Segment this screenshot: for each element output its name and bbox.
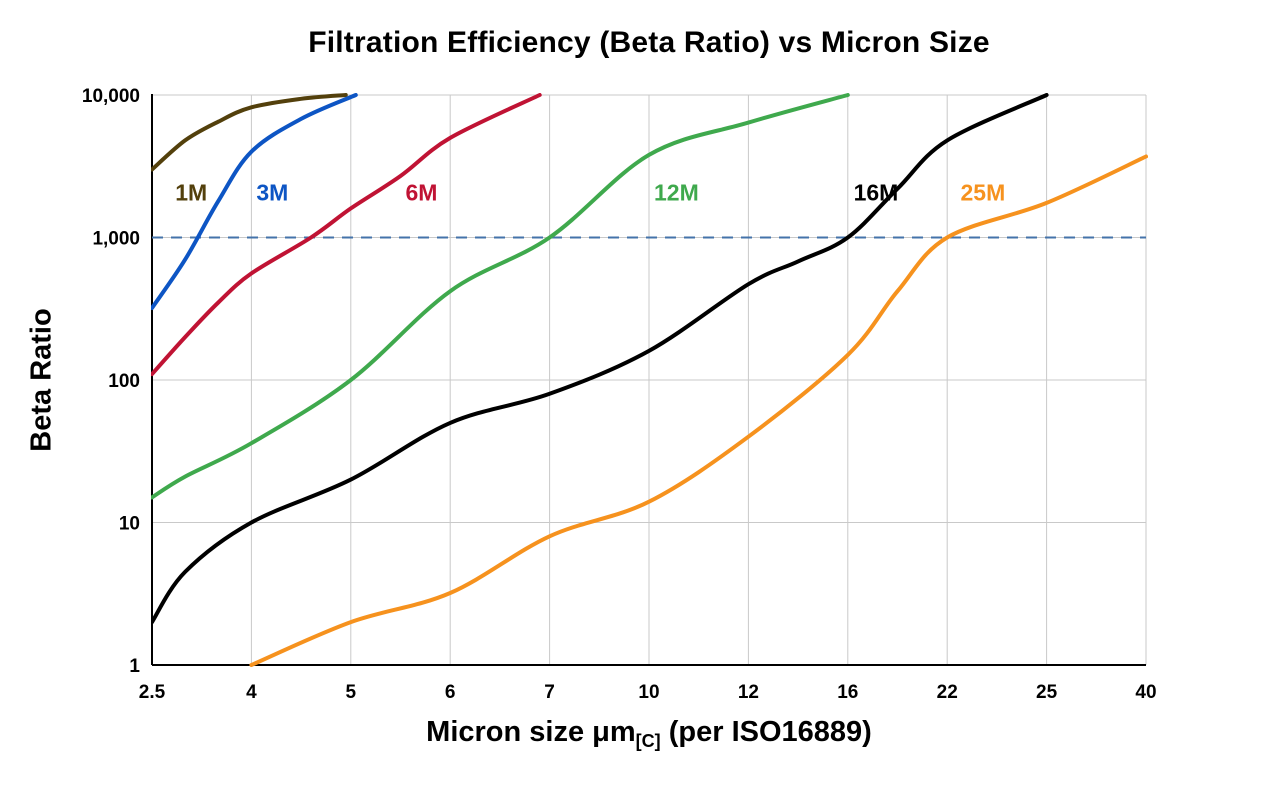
series-curve-12M [151, 93, 850, 500]
series-curve-6M [151, 93, 542, 377]
x-tick-label: 22 [937, 682, 958, 703]
x-axis-title-prefix: Micron size μm [426, 716, 636, 748]
x-tick-label: 7 [544, 682, 555, 703]
x-tick-label: 25 [1036, 682, 1058, 703]
x-axis-title-subscript: [C] [635, 731, 661, 751]
series-curve-25M [249, 154, 1148, 667]
y-tick-label: 1 [129, 656, 140, 677]
x-tick-label: 12 [738, 682, 759, 703]
x-axis-title: Micron size μm[C] (per ISO16889) [152, 716, 1146, 752]
series-label-6M: 6M [406, 180, 438, 206]
x-tick-label: 10 [638, 682, 659, 703]
x-tick-label: 4 [246, 682, 257, 703]
y-tick-label: 1,000 [92, 229, 140, 250]
series-label-3M: 3M [256, 180, 288, 206]
x-tick-label: 5 [346, 682, 357, 703]
x-tick-label: 16 [837, 682, 858, 703]
series-curve-16M [151, 93, 1049, 625]
axes [151, 94, 1146, 666]
series-label-25M: 25M [961, 180, 1006, 206]
series-label-12M: 12M [654, 180, 699, 206]
series-curve-3M [151, 93, 358, 311]
y-tick-label: 100 [108, 371, 140, 392]
series-curve-1M [151, 93, 348, 172]
y-tick-label: 10,000 [82, 86, 140, 107]
x-tick-label: 6 [445, 682, 456, 703]
x-tick-label: 40 [1135, 682, 1156, 703]
series-label-1M: 1M [175, 180, 207, 206]
x-tick-label: 2.5 [139, 682, 166, 703]
y-tick-label: 10 [119, 514, 140, 535]
y-axis-title: Beta Ratio [25, 308, 58, 452]
chart-title: Filtration Efficiency (Beta Ratio) vs Mi… [308, 26, 990, 59]
x-axis-title-suffix: (per ISO16889) [660, 716, 872, 748]
series-label-16M: 16M [854, 180, 899, 206]
